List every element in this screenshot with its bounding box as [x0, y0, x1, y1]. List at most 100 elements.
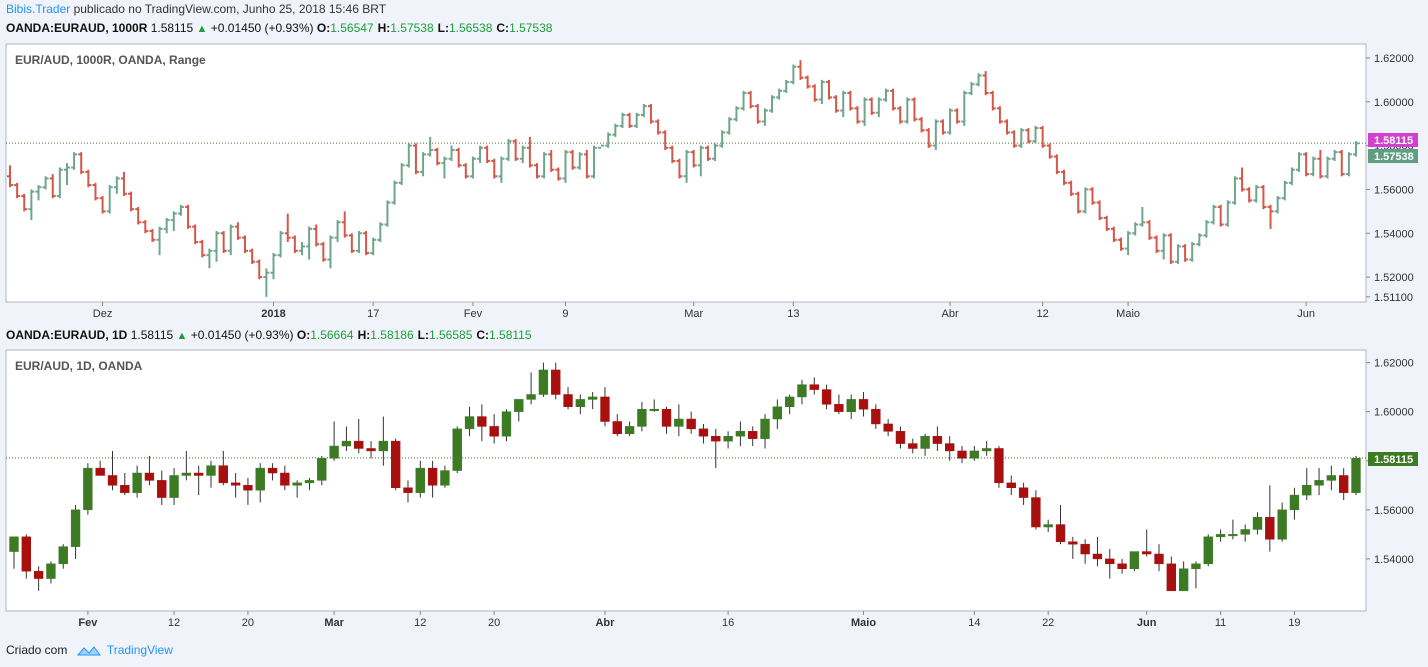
ohlc-bar	[541, 152, 548, 179]
panel2-low-key: L:	[417, 328, 429, 342]
candle-body	[193, 472, 204, 476]
candle-body	[846, 399, 856, 412]
ohlc-bar	[569, 149, 576, 170]
ohlc-bar	[484, 145, 491, 164]
ohlc-bar	[85, 169, 92, 188]
daily-chart[interactable]: EUR/AUD, 1D, OANDA 1.620001.600001.58000…	[0, 348, 1428, 636]
ohlc-bar	[341, 211, 348, 238]
candle-body	[95, 467, 105, 476]
candle	[871, 404, 881, 429]
panel2-symbol: OANDA:EURAUD, 1D	[6, 328, 128, 342]
candle-body	[464, 416, 475, 430]
candle-body	[354, 440, 364, 449]
candle	[1351, 455, 1361, 496]
ohlc-bar	[14, 182, 21, 199]
ohlc-bar	[398, 163, 405, 186]
author-name[interactable]: Bibis.Trader	[6, 2, 71, 16]
x-tick-label: 12	[168, 617, 180, 629]
candle	[120, 473, 130, 496]
candle-body	[908, 443, 918, 449]
ohlc-bar	[306, 226, 313, 260]
candle	[169, 468, 179, 505]
x-tick-label: Fev	[78, 617, 98, 629]
candle-body	[1043, 524, 1053, 528]
candle	[735, 421, 746, 447]
ohlc-bar	[427, 136, 434, 157]
ohlc-bar	[975, 73, 982, 87]
candle-body	[1154, 553, 1164, 565]
ohlc-bar	[334, 220, 341, 243]
candle	[329, 421, 339, 461]
ohlc-bar	[7, 165, 13, 188]
ohlc-bar	[868, 97, 875, 115]
candle	[1006, 475, 1016, 496]
y-tick-label: 1.60000	[1374, 407, 1414, 419]
ohlc-bar	[227, 224, 234, 256]
ohlc-bar	[1039, 125, 1046, 148]
y-tick-label: 1.62000	[1374, 358, 1414, 370]
candle	[797, 379, 807, 405]
ohlc-bar	[1032, 125, 1039, 144]
candle	[464, 406, 475, 437]
candle	[21, 534, 31, 579]
ohlc-bar	[192, 224, 199, 245]
panel2-low: 1.56585	[428, 328, 473, 342]
candle-body	[1092, 553, 1103, 560]
ohlc-bar	[947, 108, 954, 135]
candle-body	[686, 418, 696, 430]
candle	[1043, 519, 1053, 532]
candle	[144, 455, 155, 486]
x-tick-label: 22	[1042, 617, 1054, 629]
candle-body	[1289, 494, 1300, 511]
candle	[1302, 468, 1312, 501]
ohlc-bar	[277, 231, 284, 258]
candle-body	[33, 570, 44, 579]
candle	[317, 455, 327, 486]
ohlc-bar	[769, 95, 776, 113]
ohlc-bar	[1310, 156, 1317, 177]
x-tick-label: 14	[968, 617, 980, 629]
footer: Criado com TradingView	[0, 638, 1428, 662]
candle-body	[600, 396, 610, 422]
candle	[969, 446, 980, 461]
panel1-close: 1.57538	[509, 21, 553, 35]
ohlc-bar	[291, 235, 298, 253]
candle-body	[1302, 485, 1312, 496]
candle	[686, 411, 696, 434]
ohlc-bar	[833, 95, 840, 113]
candle-body	[292, 482, 302, 486]
ohlc-bar	[106, 185, 113, 214]
candle-body	[735, 431, 746, 437]
ohlc-bar	[63, 163, 70, 186]
price-label-close	[1368, 149, 1418, 163]
ohlc-bar	[954, 108, 961, 124]
x-tick-label: Maio	[1116, 308, 1140, 320]
candle-body	[58, 546, 68, 565]
price-label-last	[1368, 133, 1418, 147]
y-tick-label: 1.56000	[1374, 505, 1414, 517]
candle	[932, 426, 943, 451]
candle	[748, 426, 758, 447]
ohlc-bar	[548, 149, 555, 172]
ohlc-bar	[662, 130, 669, 150]
candle	[1117, 558, 1127, 574]
candle-body	[575, 399, 586, 408]
candle	[33, 566, 44, 591]
range-chart[interactable]: EUR/AUD, 1000R, OANDA, Range 1.62000 1.60…	[0, 42, 1428, 322]
candle	[1191, 561, 1201, 589]
footer-brand[interactable]: TradingView	[106, 643, 173, 657]
ohlc-bar	[1068, 180, 1075, 197]
ohlc-bar	[142, 220, 149, 234]
candle	[551, 362, 561, 400]
x-tick-label: 17	[367, 308, 379, 320]
ohlc-bar	[1296, 152, 1303, 172]
ohlc-bar	[1217, 204, 1224, 227]
candle-body	[1339, 475, 1349, 493]
candle	[58, 544, 68, 569]
candle	[711, 428, 721, 469]
ohlc-bar	[1224, 200, 1231, 227]
ohlc-bar	[961, 90, 968, 126]
candle	[1203, 534, 1213, 567]
tradingview-logo-icon[interactable]	[76, 645, 101, 657]
candle-body	[132, 472, 142, 493]
